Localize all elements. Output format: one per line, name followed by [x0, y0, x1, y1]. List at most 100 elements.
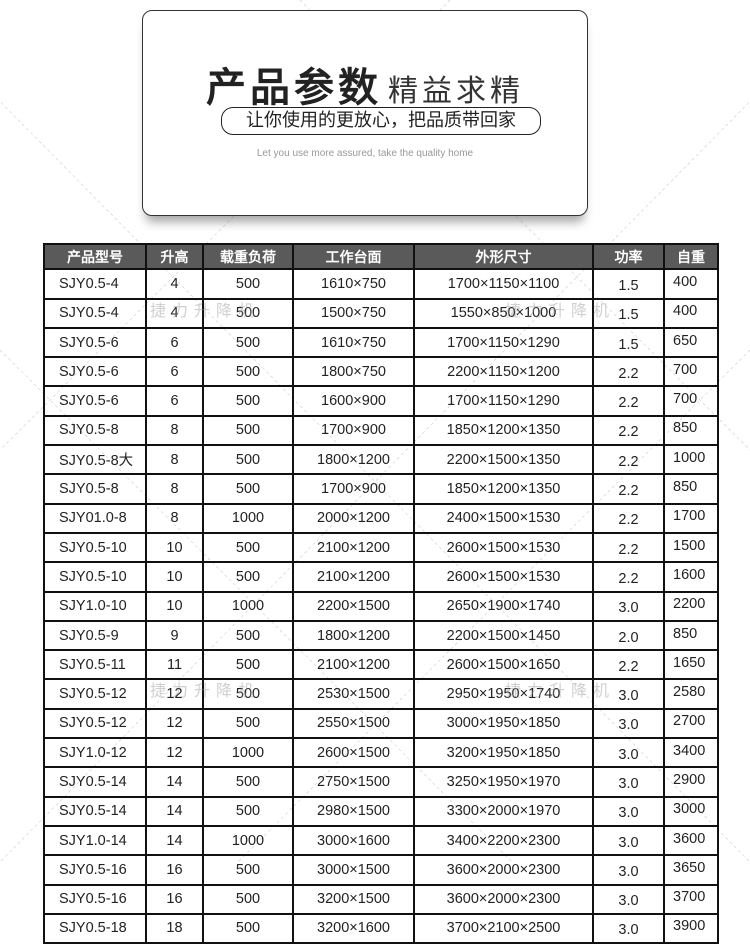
cell-overall-size: 2650×1900×1740 [413, 590, 594, 622]
cell-power: 2.2 [592, 385, 665, 417]
cell-load: 500 [202, 444, 294, 476]
cell-lift-height: 10 [145, 590, 204, 622]
cell-weight: 1650 [663, 649, 719, 681]
cell-load: 500 [202, 414, 294, 447]
table-row: SJY0.5-4 4 500 1610×750 1700×1150×1100 1.5 400 [43, 268, 719, 300]
cell-overall-size: 1850×1200×1350 [413, 473, 594, 505]
table-row: SJY0.5-18 18 500 3200×1600 3700×2100×2500 3.0… [43, 912, 719, 944]
cell-lift-height: 8 [145, 444, 204, 476]
cell-model: SJY0.5-8大 [43, 444, 147, 476]
cell-load: 500 [202, 561, 294, 593]
cell-model: SJY0.5-4 [43, 268, 147, 300]
cell-lift-height: 18 [145, 912, 204, 944]
cell-lift-height: 16 [145, 883, 204, 915]
cell-weight: 2700 [663, 707, 719, 740]
cell-weight: 400 [663, 268, 719, 300]
cell-weight: 850 [663, 414, 719, 447]
cell-weight: 650 [663, 326, 719, 359]
cell-model: SJY0.5-8 [43, 414, 147, 447]
cell-load: 500 [202, 912, 294, 944]
cell-load: 500 [202, 326, 294, 359]
cell-power: 2.2 [592, 444, 665, 476]
cell-weight: 850 [663, 619, 719, 652]
cell-overall-size: 1550×850×1000 [413, 297, 594, 329]
table-row: SJY0.5-16 16 500 3200×1500 3600×2000×2300 3.0… [43, 883, 719, 915]
cell-overall-size: 3600×2000×2300 [413, 854, 594, 886]
table-row: SJY0.5-6 6 500 1600×900 1700×1150×1290 2.2 700 [43, 385, 719, 417]
table-row: SJY1.0-10 10 1000 2200×1500 2650×1900×1740 3.… [43, 590, 719, 622]
cell-platform-size: 2600×1500 [292, 737, 415, 769]
cell-weight: 3000 [663, 795, 719, 827]
cell-overall-size: 2600×1500×1530 [413, 561, 594, 593]
cell-overall-size: 2400×1500×1530 [413, 502, 594, 534]
cell-platform-size: 2100×1200 [292, 531, 415, 564]
cell-lift-height: 6 [145, 385, 204, 417]
cell-platform-size: 2000×1200 [292, 502, 415, 534]
cell-overall-size: 3250×1950×1970 [413, 766, 594, 798]
cell-weight: 700 [663, 385, 719, 417]
cell-overall-size: 3700×2100×2500 [413, 912, 594, 944]
cell-model: SJY0.5-10 [43, 531, 147, 564]
cell-model: SJY0.5-14 [43, 766, 147, 798]
cell-load: 1000 [202, 737, 294, 769]
table-row: SJY0.5-16 16 500 3000×1500 3600×2000×2300 3.0… [43, 854, 719, 886]
cell-platform-size: 2100×1200 [292, 649, 415, 681]
cell-overall-size: 3000×1950×1850 [413, 707, 594, 740]
cell-lift-height: 11 [145, 649, 204, 681]
cell-lift-height: 10 [145, 561, 204, 593]
cell-platform-size: 3000×1500 [292, 854, 415, 886]
cell-power: 2.0 [592, 619, 665, 652]
cell-model: SJY1.0-14 [43, 824, 147, 857]
cell-platform-size: 1600×900 [292, 385, 415, 417]
cell-lift-height: 8 [145, 473, 204, 505]
column-header-weight: 自重 [663, 242, 719, 271]
product-spec-table: 产品型号 升高 载重负荷 工作台面 外形尺寸 功率 自重 SJY0.5-4 4 500 1610×… [43, 242, 719, 944]
table-header-row: 产品型号 升高 载重负荷 工作台面 外形尺寸 功率 自重 [43, 242, 719, 271]
cell-lift-height: 4 [145, 297, 204, 329]
table-row: SJY01.0-8 8 1000 2000×1200 2400×1500×1530 2.2… [43, 502, 719, 534]
cell-platform-size: 2750×1500 [292, 766, 415, 798]
title-main: 产品参数 [206, 64, 382, 111]
cell-power: 3.0 [592, 678, 665, 710]
cell-model: SJY0.5-6 [43, 385, 147, 417]
cell-load: 500 [202, 473, 294, 505]
cell-overall-size: 2600×1500×1530 [413, 531, 594, 564]
cell-weight: 2580 [663, 678, 719, 710]
cell-platform-size: 1800×1200 [292, 619, 415, 652]
cell-power: 2.2 [592, 414, 665, 447]
table-row: SJY0.5-10 10 500 2100×1200 2600×1500×1530 2.2… [43, 531, 719, 564]
cell-weight: 1700 [663, 502, 719, 534]
table-row: SJY0.5-14 14 500 2980×1500 3300×2000×1970 3.0… [43, 795, 719, 827]
cell-overall-size: 3200×1950×1850 [413, 737, 594, 769]
cell-platform-size: 1800×1200 [292, 444, 415, 476]
cell-platform-size: 3000×1600 [292, 824, 415, 857]
cell-model: SJY1.0-10 [43, 590, 147, 622]
cell-weight: 3650 [663, 854, 719, 886]
table-row: SJY0.5-6 6 500 1800×750 2200×1150×1200 2.2 700 [43, 356, 719, 388]
cell-platform-size: 2530×1500 [292, 678, 415, 710]
table-row: SJY0.5-11 11 500 2100×1200 2600×1500×1650 2.2… [43, 649, 719, 681]
title-sub: 精益求精 [388, 74, 524, 109]
cell-platform-size: 2200×1500 [292, 590, 415, 622]
cell-lift-height: 14 [145, 766, 204, 798]
cell-platform-size: 1610×750 [292, 268, 415, 300]
cell-weight: 400 [663, 297, 719, 329]
cell-lift-height: 8 [145, 414, 204, 447]
cell-power: 3.0 [592, 912, 665, 944]
cell-model: SJY0.5-11 [43, 649, 147, 681]
cell-load: 500 [202, 766, 294, 798]
cell-load: 1000 [202, 590, 294, 622]
cell-power: 3.0 [592, 854, 665, 886]
cell-weight: 2900 [663, 766, 719, 798]
table-row: SJY0.5-8 8 500 1700×900 1850×1200×1350 2.2 850 [43, 473, 719, 505]
cell-power: 2.2 [592, 649, 665, 681]
cell-platform-size: 1700×900 [292, 414, 415, 447]
cell-load: 1000 [202, 824, 294, 857]
cell-power: 2.2 [592, 356, 665, 388]
cell-platform-size: 2550×1500 [292, 707, 415, 740]
cell-load: 500 [202, 649, 294, 681]
cell-overall-size: 3300×2000×1970 [413, 795, 594, 827]
table-row: SJY0.5-14 14 500 2750×1500 3250×1950×1970 3.0… [43, 766, 719, 798]
cell-lift-height: 4 [145, 268, 204, 300]
table-row: SJY0.5-8大 8 500 1800×1200 2200×1500×1350 2.2 1… [43, 444, 719, 476]
